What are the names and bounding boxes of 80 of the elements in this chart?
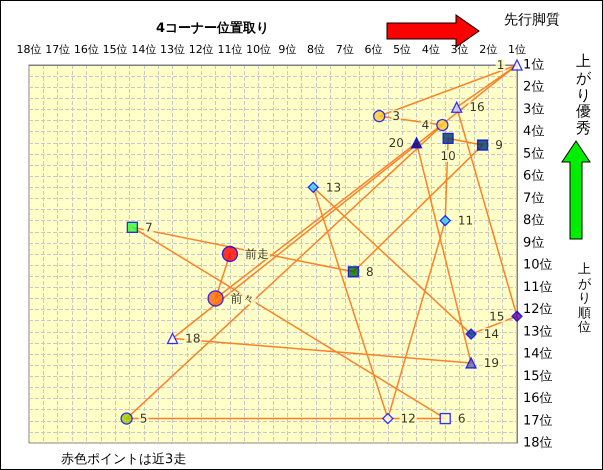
x-tick-label: 6位 — [364, 43, 382, 56]
y-tick-label: 9位 — [523, 235, 544, 250]
y-tick-label: 5位 — [523, 146, 544, 162]
point — [436, 118, 449, 132]
point — [120, 412, 133, 425]
point — [451, 102, 462, 113]
point — [373, 110, 386, 122]
y-tick-label: 10位 — [523, 258, 553, 273]
point — [126, 222, 138, 233]
y-tick-label: 8位 — [523, 213, 544, 228]
y-tick-label: 17位 — [523, 413, 553, 428]
series-label: 9 — [495, 138, 503, 152]
series-label: 5 — [140, 412, 148, 426]
x-tick-label: 4位 — [422, 43, 440, 56]
point — [440, 214, 451, 226]
y-tick-label: 6位 — [523, 168, 544, 184]
y-tick-label: 3位 — [523, 102, 544, 117]
y-tick-label: 18位 — [523, 436, 553, 450]
x-tick-label: 14位 — [131, 43, 156, 56]
series-label: 8 — [366, 264, 374, 279]
y-tick-label: 1位 — [523, 58, 544, 72]
point — [465, 357, 477, 369]
y-tick-label: 14位 — [523, 346, 553, 362]
text: 先行脚質 — [504, 12, 560, 29]
point — [410, 137, 422, 148]
point — [511, 59, 523, 71]
series-label: 4 — [422, 118, 430, 132]
series-label: 14 — [484, 327, 499, 342]
x-tick-label: 9位 — [278, 43, 296, 56]
text: 上がり優秀 — [576, 52, 591, 138]
series-label: 6 — [458, 412, 466, 426]
point — [166, 332, 178, 344]
x-tick-label: 1位 — [508, 43, 526, 56]
series-label: 1 — [496, 58, 504, 72]
series-label: 20 — [388, 136, 404, 150]
point — [442, 132, 454, 144]
chart-title: 4コーナー位置取り — [156, 21, 270, 36]
series-label: 19 — [484, 356, 499, 370]
point — [222, 246, 238, 262]
x-tick-label: 5位 — [393, 43, 412, 56]
series-label: 前走 — [245, 247, 270, 261]
y-axis-title: 上がり順位 — [578, 262, 591, 336]
x-tick-label: 8位 — [307, 43, 326, 56]
y-tick-label: 12位 — [523, 302, 553, 318]
point — [440, 412, 451, 424]
point — [207, 290, 224, 307]
x-tick-label: 18位 — [16, 43, 42, 56]
y-tick-label: 16位 — [523, 391, 553, 406]
x-tick-label: 7位 — [336, 43, 354, 56]
x-tick-label: 11位 — [217, 43, 242, 56]
series-label: 18 — [185, 331, 200, 346]
y-tick-label: 7位 — [523, 190, 544, 206]
series-label: 13 — [326, 180, 342, 194]
x-tick-label: 2位 — [479, 43, 498, 56]
point — [465, 328, 477, 340]
y-tick-label: 2位 — [523, 80, 544, 95]
series-label: 3 — [392, 109, 400, 124]
series-label: 16 — [469, 100, 485, 114]
y-tick-label: 11位 — [523, 280, 553, 295]
x-tick-label: 13位 — [160, 43, 186, 56]
text: 赤色ポイントは近3走 — [61, 452, 186, 468]
y-tick-label: 15位 — [523, 368, 553, 384]
point — [511, 310, 523, 322]
y-tick-label: 13位 — [523, 324, 553, 340]
x-tick-label: 12位 — [188, 43, 214, 56]
point — [382, 412, 394, 424]
series-label: 15 — [489, 309, 504, 324]
x-tick-label: 15位 — [102, 43, 128, 56]
series-label: 11 — [458, 214, 474, 228]
series-label: 前々 — [230, 291, 255, 306]
series-label: 12 — [400, 412, 416, 426]
point — [308, 182, 319, 193]
x-tick-label: 16位 — [74, 43, 99, 56]
x-tick-label: 10位 — [246, 43, 272, 56]
y-tick-label: 4位 — [523, 124, 544, 140]
point — [348, 266, 360, 278]
series-label: 10 — [440, 149, 456, 164]
series-label: 7 — [144, 220, 153, 234]
point — [476, 139, 488, 151]
x-tick-label: 17位 — [45, 43, 70, 56]
